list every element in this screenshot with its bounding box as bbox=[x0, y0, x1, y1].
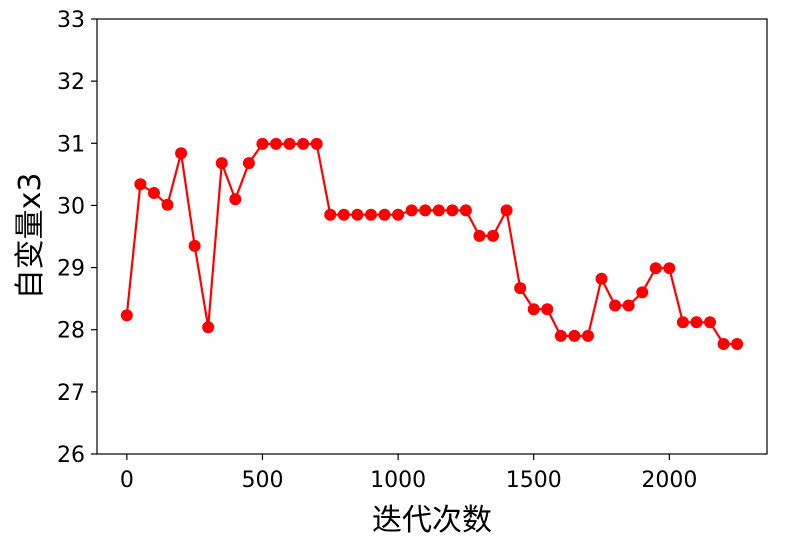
y-tick-label: 31 bbox=[57, 132, 85, 157]
data-point bbox=[242, 157, 255, 170]
data-point bbox=[500, 204, 513, 217]
data-point bbox=[514, 282, 527, 295]
y-tick-label: 29 bbox=[57, 257, 85, 282]
data-point bbox=[663, 262, 676, 275]
data-point bbox=[188, 239, 201, 252]
data-point bbox=[161, 198, 174, 211]
y-tick-label: 30 bbox=[57, 194, 85, 219]
y-tick-label: 27 bbox=[57, 381, 85, 406]
data-point bbox=[554, 329, 567, 342]
data-point bbox=[622, 299, 635, 312]
data-point bbox=[337, 208, 350, 221]
x-tick-label: 0 bbox=[120, 468, 134, 493]
data-point bbox=[568, 329, 581, 342]
data-point bbox=[636, 286, 649, 299]
data-point bbox=[134, 178, 147, 191]
data-point bbox=[595, 272, 608, 285]
data-point bbox=[270, 137, 283, 150]
data-point bbox=[364, 208, 377, 221]
data-point bbox=[717, 338, 730, 351]
data-point bbox=[581, 329, 594, 342]
data-point bbox=[147, 187, 160, 199]
y-axis-ticks: 26 27 28 29 30 31 32 33 bbox=[57, 8, 97, 468]
data-point bbox=[405, 204, 418, 217]
y-tick-label: 32 bbox=[57, 70, 85, 95]
data-point bbox=[649, 262, 662, 275]
data-point bbox=[541, 303, 554, 316]
data-point bbox=[175, 147, 188, 160]
data-point bbox=[378, 208, 391, 221]
y-tick-label: 26 bbox=[57, 443, 85, 468]
data-point bbox=[459, 204, 472, 217]
data-point bbox=[676, 316, 689, 329]
x-tick-label: 1500 bbox=[506, 468, 562, 493]
data-point bbox=[731, 338, 744, 351]
y-axis-label: 自变量x3 bbox=[13, 173, 48, 300]
data-point bbox=[229, 193, 242, 206]
x-axis-label: 迭代次数 bbox=[372, 503, 492, 538]
data-point bbox=[473, 229, 486, 242]
data-point bbox=[704, 316, 717, 329]
data-point bbox=[297, 137, 310, 150]
data-point bbox=[609, 299, 622, 312]
data-point bbox=[690, 316, 703, 329]
data-point bbox=[324, 208, 337, 221]
data-point bbox=[392, 208, 405, 221]
x-tick-label: 1000 bbox=[370, 468, 426, 493]
y-tick-label: 33 bbox=[57, 8, 85, 33]
data-point bbox=[487, 229, 500, 242]
y-tick-label: 28 bbox=[57, 319, 85, 344]
x-tick-label: 2000 bbox=[641, 468, 697, 493]
data-point bbox=[432, 204, 445, 217]
data-point bbox=[351, 208, 364, 221]
data-point bbox=[419, 204, 432, 217]
data-point bbox=[310, 137, 323, 150]
series-markers bbox=[120, 137, 744, 351]
data-point bbox=[283, 137, 296, 150]
data-point bbox=[527, 303, 540, 316]
data-point bbox=[256, 137, 269, 150]
plot-frame bbox=[96, 18, 768, 455]
data-point bbox=[120, 309, 133, 322]
data-point bbox=[215, 157, 228, 170]
series-line bbox=[125, 142, 738, 346]
data-point bbox=[446, 204, 459, 217]
x-tick-label: 500 bbox=[241, 468, 283, 493]
data-point bbox=[202, 321, 215, 334]
x-axis-ticks: 0 500 1000 1500 2000 bbox=[120, 454, 697, 493]
